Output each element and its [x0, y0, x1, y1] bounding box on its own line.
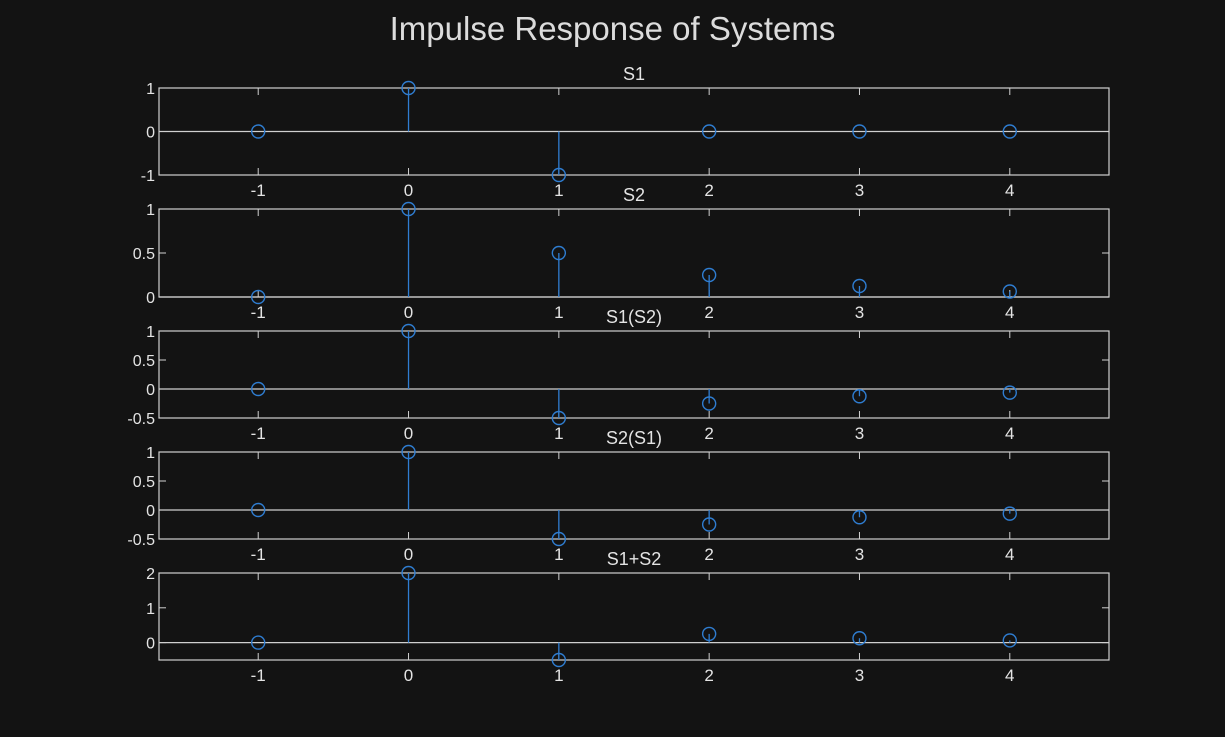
x-tick-label: 3: [855, 666, 864, 685]
stem-marker: [701, 267, 717, 283]
y-tick-label: 0: [146, 290, 155, 307]
stem-marker: [251, 502, 266, 518]
stem-marker: [1002, 633, 1017, 648]
y-tick-label: 0: [146, 382, 155, 399]
subplot-title: S1(S2): [606, 307, 662, 327]
x-tick-label: 2: [704, 424, 713, 443]
stem-marker: [1002, 506, 1017, 521]
subplot-2: 1 0.5 0 -1 0 1 2 3 4 S2: [133, 185, 1110, 322]
y-tick-label: 0.5: [133, 246, 155, 263]
x-tick-label: 1: [554, 545, 563, 564]
x-tick-label: 2: [704, 666, 713, 685]
y-tick-label: 1: [146, 445, 155, 462]
stem-marker: [401, 201, 416, 217]
stem-marker: [701, 124, 717, 139]
stem-marker: [401, 323, 416, 339]
x-tick-label: 2: [704, 181, 713, 200]
y-tick-label: 1: [146, 202, 155, 219]
x-tick-label: 1: [554, 303, 563, 322]
stem-marker: [852, 631, 867, 646]
stem-marker: [551, 245, 567, 261]
y-tick-label: 1: [146, 324, 155, 341]
subplot-5: 2 1 0 -1 0 1 2 3 4 S1+S2: [146, 549, 1110, 685]
subplot-title: S1: [623, 64, 645, 84]
x-tick-label: -1: [251, 424, 266, 443]
axes-box: [158, 208, 1110, 298]
stem-marker: [251, 635, 266, 650]
y-tick-label: -0.5: [127, 532, 155, 549]
x-tick-label: 1: [554, 181, 563, 200]
x-tick-label: -1: [251, 545, 266, 564]
stem-marker: [1002, 284, 1017, 299]
x-tick-label: 3: [855, 545, 864, 564]
x-tick-label: 0: [404, 303, 413, 322]
x-tick-label: -1: [251, 181, 266, 200]
y-tick-label: -1: [141, 168, 155, 185]
x-tick-label: 4: [1005, 181, 1014, 200]
stem-marker: [852, 389, 867, 404]
stem-marker: [401, 444, 416, 460]
stem-marker: [852, 510, 867, 525]
stem-marker: [701, 517, 717, 532]
figure-title: Impulse Response of Systems: [389, 10, 836, 47]
subplot-title: S2(S1): [606, 428, 662, 448]
y-tick-label: 0.5: [133, 474, 155, 491]
x-tick-label: 4: [1005, 303, 1014, 322]
stem-marker: [401, 80, 416, 96]
x-tick-label: 4: [1005, 666, 1014, 685]
x-tick-label: 4: [1005, 545, 1014, 564]
x-tick-label: 1: [554, 666, 563, 685]
stem-marker: [1002, 124, 1017, 139]
stem-marker: [251, 124, 266, 139]
y-tick-label: 1: [146, 81, 155, 98]
y-tick-label: 1: [146, 601, 155, 618]
stem-marker: [551, 167, 567, 183]
x-tick-label: 0: [404, 545, 413, 564]
x-tick-label: -1: [251, 303, 266, 322]
x-tick-label: 1: [554, 424, 563, 443]
subplot-title: S2: [623, 185, 645, 205]
stem-marker: [701, 626, 717, 642]
axes-box: [158, 451, 1110, 540]
x-tick-label: 3: [855, 424, 864, 443]
subplot-1: 1 0 -1 -1 0 1 2 3 4 S1: [141, 64, 1110, 200]
stem-marker: [701, 396, 717, 411]
y-tick-label: -0.5: [127, 411, 155, 428]
x-tick-label: 2: [704, 303, 713, 322]
stem-marker: [251, 381, 266, 397]
subplot-title: S1+S2: [607, 549, 662, 569]
stem-marker: [551, 652, 567, 668]
y-tick-label: 0.5: [133, 353, 155, 370]
x-tick-label: -1: [251, 666, 266, 685]
axes-box: [158, 330, 1110, 419]
x-tick-label: 0: [404, 424, 413, 443]
y-tick-label: 2: [146, 566, 155, 583]
stem-marker: [852, 278, 867, 294]
stem-marker: [251, 289, 266, 305]
x-tick-label: 4: [1005, 424, 1014, 443]
x-tick-label: 3: [855, 303, 864, 322]
x-tick-label: 0: [404, 666, 413, 685]
y-tick-label: 0: [146, 503, 155, 520]
x-tick-label: 3: [855, 181, 864, 200]
x-tick-label: 0: [404, 181, 413, 200]
x-tick-label: 2: [704, 545, 713, 564]
axes-box: [158, 572, 1110, 661]
stem-marker: [401, 565, 416, 581]
stem-marker: [852, 124, 867, 139]
y-tick-label: 0: [146, 636, 155, 653]
subplot-3: 1 0.5 0 -0.5 -1 0 1 2 3 4 S1(S2): [127, 307, 1110, 443]
y-tick-label: 0: [146, 125, 155, 142]
stem-marker: [551, 531, 567, 547]
subplot-4: 1 0.5 0 -0.5 -1 0 1 2 3 4 S2(S1): [127, 428, 1110, 564]
stem-marker: [1002, 385, 1017, 400]
stem-marker: [551, 410, 567, 426]
